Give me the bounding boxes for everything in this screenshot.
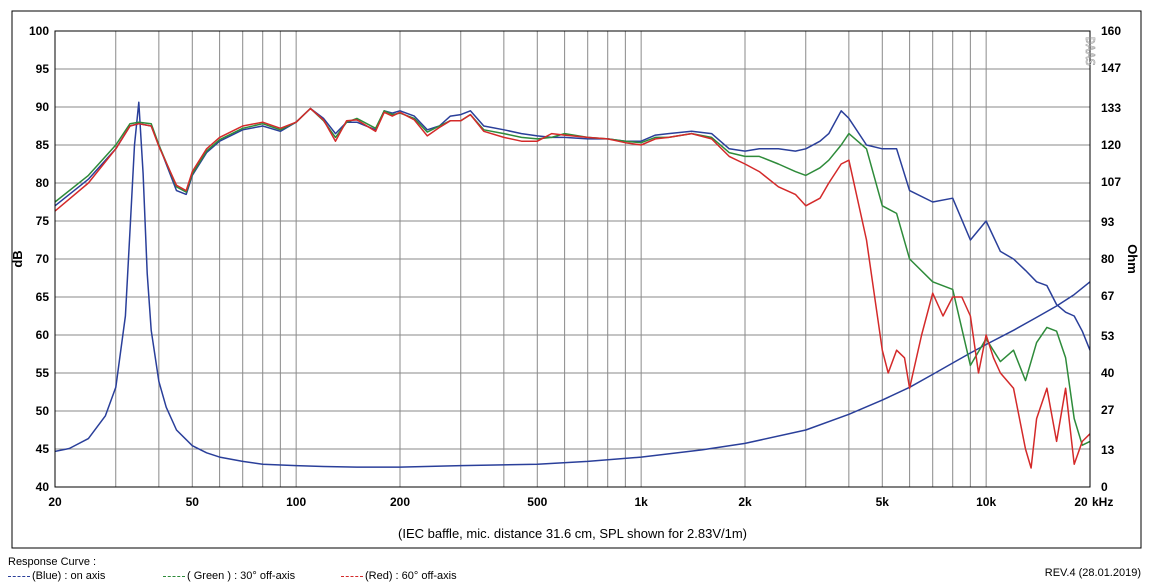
legend-label-green: ( Green ) : 30° off-axis <box>187 570 296 582</box>
y-axis-right-label: Ohm <box>1125 244 1140 274</box>
y-axis-left-label: dB <box>10 250 25 267</box>
y-left-tick-label: 65 <box>36 290 50 304</box>
y-left-tick-label: 95 <box>36 62 50 76</box>
legend-swatch-green <box>163 575 185 577</box>
x-axis-unit-label: kHz <box>1092 495 1113 509</box>
y-right-tick-label: 53 <box>1101 329 1115 343</box>
frequency-response-chart: 40 45 50 55 60 65 70 75 80 85 90 95 100 0 13 27 40 53 67 8… <box>10 10 1142 549</box>
y-right-tick-label: 160 <box>1101 24 1121 38</box>
x-axis-ticks: 20 50 100 200 500 1k 2k 5k 10k 20 <box>48 495 1088 509</box>
legend-item-green: ( Green ) : 30° off-axis <box>163 570 295 582</box>
chart-subtitle: (IEC baffle, mic. distance 31.6 cm, SPL … <box>398 526 747 541</box>
x-tick-label: 20 <box>48 495 62 509</box>
y-left-tick-label: 50 <box>36 404 50 418</box>
y-left-tick-label: 45 <box>36 442 50 456</box>
legend-swatch-red <box>341 575 363 577</box>
series-line-red-off-axis <box>55 107 1090 469</box>
y-left-tick-label: 85 <box>36 138 50 152</box>
y-left-tick-label: 40 <box>36 480 50 494</box>
legend-label-red: (Red) : 60° off-axis <box>365 570 457 582</box>
legend-swatch-blue <box>8 575 30 577</box>
chart-grid <box>55 31 1090 487</box>
y-right-tick-label: 13 <box>1101 443 1115 457</box>
legend-label-blue: (Blue) : on axis <box>32 570 106 582</box>
legend-item-blue: (Blue) : on axis <box>8 570 105 582</box>
x-tick-label: 10k <box>976 495 996 509</box>
y-left-tick-label: 90 <box>36 100 50 114</box>
y-right-tick-label: 40 <box>1101 366 1115 380</box>
y-right-tick-label: 147 <box>1101 61 1121 75</box>
y-left-tick-label: 80 <box>36 176 50 190</box>
x-tick-label: 2k <box>738 495 752 509</box>
y-left-tick-label: 60 <box>36 328 50 342</box>
y-right-tick-label: 133 <box>1101 101 1121 115</box>
series-line-impedance <box>55 101 1090 468</box>
x-tick-label: 1k <box>634 495 648 509</box>
y-left-tick-label: 75 <box>36 214 50 228</box>
y-left-tick-label: 55 <box>36 366 50 380</box>
daas-watermark: DAAS <box>1083 37 1097 66</box>
y-right-tick-label: 107 <box>1101 175 1121 189</box>
x-tick-label: 20 <box>1074 495 1088 509</box>
plot-frame <box>54 30 1091 488</box>
y-right-tick-label: 120 <box>1101 138 1121 152</box>
x-tick-label: 5k <box>876 495 890 509</box>
y-left-tick-label: 100 <box>29 24 49 38</box>
chart-series-layer <box>55 101 1090 469</box>
subtitle-box <box>11 10 1142 549</box>
y-right-tick-label: 80 <box>1101 252 1115 266</box>
y-right-tick-label: 0 <box>1101 480 1108 494</box>
y-right-tick-label: 67 <box>1101 289 1115 303</box>
legend-item-red: (Red) : 60° off-axis <box>341 570 457 582</box>
left-axis-ticks: 40 45 50 55 60 65 70 75 80 85 90 95 100 <box>29 24 49 494</box>
x-tick-label: 200 <box>390 495 410 509</box>
x-tick-label: 100 <box>286 495 306 509</box>
y-left-tick-label: 70 <box>36 252 50 266</box>
series-line-blue-on-axis <box>55 107 1090 351</box>
y-right-tick-label: 93 <box>1101 215 1115 229</box>
series-line-green-off-axis <box>55 107 1090 446</box>
legend-title: Response Curve : <box>8 556 97 568</box>
right-axis-ticks: 0 13 27 40 53 67 80 93 107 120 133 147 160 <box>1101 24 1121 494</box>
x-tick-label: 50 <box>186 495 200 509</box>
x-tick-label: 500 <box>527 495 547 509</box>
y-right-tick-label: 27 <box>1101 403 1115 417</box>
revision-label: REV.4 (28.01.2019) <box>1044 567 1141 579</box>
